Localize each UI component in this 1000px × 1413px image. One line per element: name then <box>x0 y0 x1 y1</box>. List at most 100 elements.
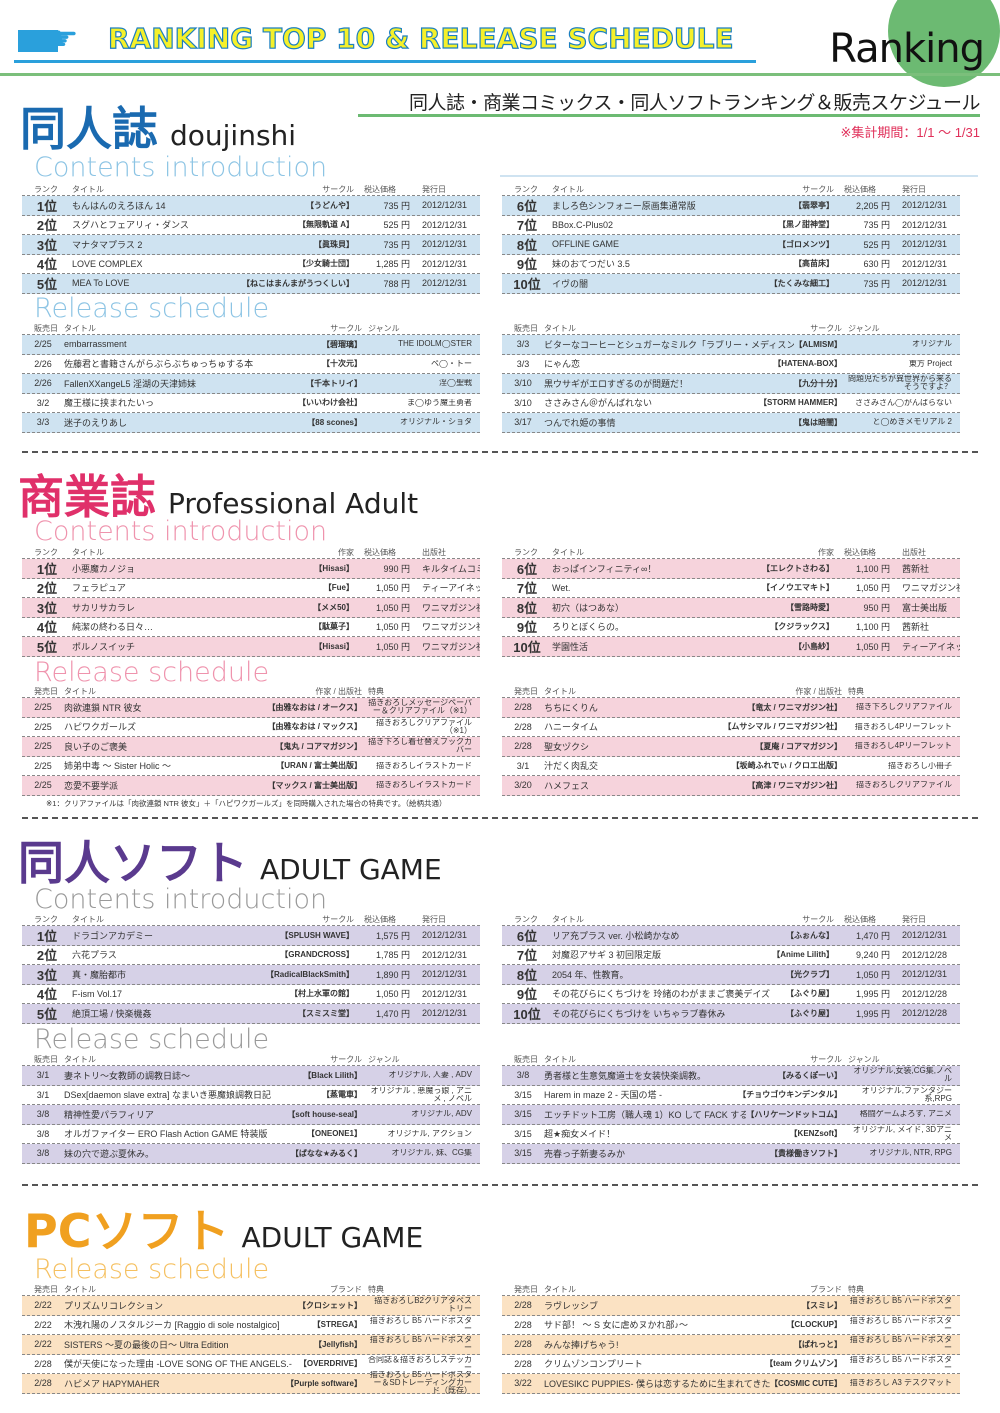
pointing-hand-icon: ☛ <box>48 20 79 58</box>
author-cell: 【マックス / 富士美出版】 <box>267 780 362 790</box>
column-header: 作家 / 出版社 <box>795 687 842 696</box>
release-date-cell: 3/8 <box>36 1128 50 1139</box>
table-row: 4位 LOVE COMPLEX 【少女騎士団】 1,285 円 2012/12/31 <box>22 255 480 274</box>
author-cell: 【Jellyfish】 <box>313 1339 362 1349</box>
doujinshi-ranking-left: ランク タイトル サークル 税込価格 発行日 1位 もんはんのえろほん 14 【うどんや】 73… <box>22 184 480 294</box>
price-cell: 735 円 <box>383 239 410 250</box>
commercial-release-right: 発売日 タイトル 作家 / 出版社 特典 2/28 ちちにくりん 【竜太 / ワニマガジン社… <box>502 686 960 796</box>
release-date-cell: 3/10 <box>514 397 532 408</box>
release-date-cell: 3/8 <box>36 1109 50 1120</box>
rank-cell: 7位 <box>516 218 538 234</box>
table-row: 1位 小悪魔カノジョ 【Hisasi】 990 円 キルタイムコミュニケーション <box>22 559 480 579</box>
title-cell: オルガファイター ERO Flash Action GAME 特装版 <box>64 1129 268 1140</box>
extra-cell: 描きおろしメッセージペーパー＆クリアファイル（※1） <box>368 699 472 716</box>
extra-cell: 淫◯聖戦 <box>439 379 472 388</box>
column-header: 発売日 <box>514 687 538 696</box>
release-date-cell: 2/25 <box>34 721 52 732</box>
section-title-pc-soft: PCソフト ADULT GAME <box>24 1206 423 1256</box>
date-cell: 2012/12/28 <box>902 988 948 999</box>
author-cell: 【村上水軍の館】 <box>290 989 354 999</box>
author-cell: 【Purple software】 <box>285 1378 362 1388</box>
table-row: 6位 リア充プラス ver. 小松崎かなめ 【ふぉんな】 1,470 円 2012/12… <box>502 926 960 946</box>
extra-cell: オリジナル, 人妻 , ADV <box>388 1071 472 1080</box>
column-header: ジャンル <box>848 1055 880 1064</box>
author-cell: 【ばなな★みるく】 <box>290 1148 362 1158</box>
doujinshi-ranking-right: ランク タイトル サークル 税込価格 発行日 6位 ましろ色シンフォニー原画集通常版 【翡翠亭… <box>502 184 960 294</box>
table-row: 2/26 FallenXXangeL5 淫湖の天津姉妹 【千本トリイ】 淫◯聖戦 <box>22 374 480 394</box>
release-date-cell: 2/25 <box>34 741 52 752</box>
table-row: 2/28 僕が天使になった理由 -LOVE SONG OF THE ANGELS.… <box>22 1355 480 1374</box>
author-cell: 【九分十分】 <box>794 378 842 388</box>
section-title-en: ADULT GAME <box>260 853 442 886</box>
table-row: 7位 BBox.C-Plus02 【黒ノ甜神堂】 735 円 2012/12/31 <box>502 216 960 235</box>
column-header: ジャンル <box>848 324 880 333</box>
commercial-ranking-right: ランク タイトル 作家 税込価格 出版社 6位 おっぱインフィニティ∞！ 【エレクトさわる】 1… <box>502 547 960 657</box>
title-cell: スグハとフェアリィ・ダンス <box>72 220 189 231</box>
title-cell: BBox.C-Plus02 <box>552 219 614 230</box>
table-row: 2/25 恋愛不要学派 【マックス / 富士美出版】 描きおろしイラストカード <box>22 776 480 796</box>
author-cell: 【いいわけ会社】 <box>298 398 362 408</box>
table-row: 2/28 ラヴレッシブ 【スミレ】 描きおろし B5 ハードポスター <box>502 1296 960 1316</box>
date-cell: 2012/12/31 <box>422 949 468 960</box>
release-date-cell: 2/28 <box>514 702 532 713</box>
date-cell: 茜新社 <box>902 563 930 574</box>
title-cell: 僕が天使になった理由 -LOVE SONG OF THE ANGELS.- <box>64 1359 292 1370</box>
table-row: 3位 マナタマプラス 2 【眞珠貝】 735 円 2012/12/31 <box>22 235 480 255</box>
title-cell: イヴの闇 <box>552 278 589 289</box>
author-cell: 【由雅なおは / マックス】 <box>267 722 362 732</box>
table-header: 発売日 タイトル 作家 / 出版社 特典 <box>22 686 480 698</box>
table-row: 3/1 汁だく肉乱交 【坂崎ふれでぃ / クロエ出版】 描きおろし小冊子 <box>502 757 960 776</box>
rank-cell: 5位 <box>36 1006 58 1022</box>
column-header: サークル <box>810 324 842 333</box>
author-cell: 【雪路時愛】 <box>786 602 834 612</box>
title-cell: 妻ネトリ～女教師の調教日誌～ <box>64 1070 191 1081</box>
table-header: ランク タイトル サークル 税込価格 発行日 <box>22 184 480 196</box>
column-header: タイトル <box>544 1285 576 1294</box>
extra-cell: オリジナル,女装,CG集,ノベル <box>853 1067 952 1084</box>
release-date-cell: 3/1 <box>36 1089 50 1100</box>
title-cell: LOVESIKC PUPPIES- 僕らは恋するために生まれてきた - <box>544 1378 770 1389</box>
release-date-cell: 2/28 <box>514 741 532 752</box>
table-row: 7位 Wet. 【イノウエマキト】 1,050 円 ワニマガジン社 <box>502 579 960 598</box>
rank-cell: 9位 <box>516 620 538 636</box>
title-cell: 妹のおてつだい 3.5 <box>552 259 630 270</box>
author-cell: 【翡翠亭】 <box>794 200 834 210</box>
rank-cell: 4位 <box>36 257 58 273</box>
title-cell: マナタマプラス 2 <box>72 239 143 250</box>
title-cell: embarrassment <box>64 339 127 350</box>
author-cell: 【駄菓子】 <box>314 622 354 632</box>
price-cell: 1,575 円 <box>375 930 410 941</box>
price-cell: 525 円 <box>863 239 890 250</box>
table-row: 3/15 売春っ子新妻るみか 【貴様働きソフト】 オリジナル, NTR, RPG <box>502 1144 960 1164</box>
author-cell: 【ふぉんな】 <box>786 930 834 940</box>
rank-cell: 3位 <box>36 967 58 983</box>
table-row: 3/2 魔王様に挟まれたいっ 【いいわけ会社】 ま◯ゆう魔王勇者 <box>22 394 480 413</box>
title-cell: 売春っ子新妻るみか <box>544 1148 626 1159</box>
author-cell: 【スミスミ堂】 <box>298 1008 354 1018</box>
table-row: 3位 真・魔胎都市 【RadicalBlackSmith】 1,890 円 2012/1… <box>22 965 480 985</box>
title-cell: ハピワクガールズ <box>64 722 137 733</box>
author-cell: 【ムサシマル / ワニマガジン社】 <box>723 722 842 732</box>
table-row: 3/17 つんでれ姫の事情 【鬼は暗闇】 と◯めきメモリアル 2 <box>502 413 960 433</box>
rank-cell: 9位 <box>516 987 538 1003</box>
table-row: 2/25 良い子のご褒美 【鬼丸 / コアマガジン】 描き下ろし着せ替えブックカバー <box>22 737 480 757</box>
table-row: 4位 純潔の終わる日々… 【駄菓子】 1,050 円 ワニマガジン社 <box>22 618 480 637</box>
extra-cell: オリジナル, 妹、CG集 <box>391 1149 472 1158</box>
price-cell: 1,050 円 <box>375 641 410 652</box>
section-title-doujinshi: 同人誌 doujinshi <box>20 104 296 154</box>
column-header: 発行日 <box>902 915 926 924</box>
column-header: ランク <box>514 185 538 194</box>
column-header: タイトル <box>552 915 584 924</box>
rank-cell: 8位 <box>516 237 538 253</box>
extra-cell: 描きおろし B5 ハードポスター <box>369 1336 472 1353</box>
release-date-cell: 2/25 <box>34 339 52 350</box>
rank-cell: 2位 <box>36 581 58 597</box>
author-cell: 【スミレ】 <box>802 1300 842 1310</box>
section-title-jp: 同人ソフト <box>18 836 248 890</box>
release-date-cell: 3/17 <box>514 417 532 428</box>
doujinshi-release-left: 販売日 タイトル サークル ジャンル 2/25 embarrassment 【碧瑠璃】 THE… <box>22 323 480 433</box>
author-cell: 【ゴロメンツ】 <box>778 239 834 249</box>
section-title-en: ADULT GAME <box>241 1221 424 1254</box>
price-cell: 788 円 <box>383 278 410 289</box>
